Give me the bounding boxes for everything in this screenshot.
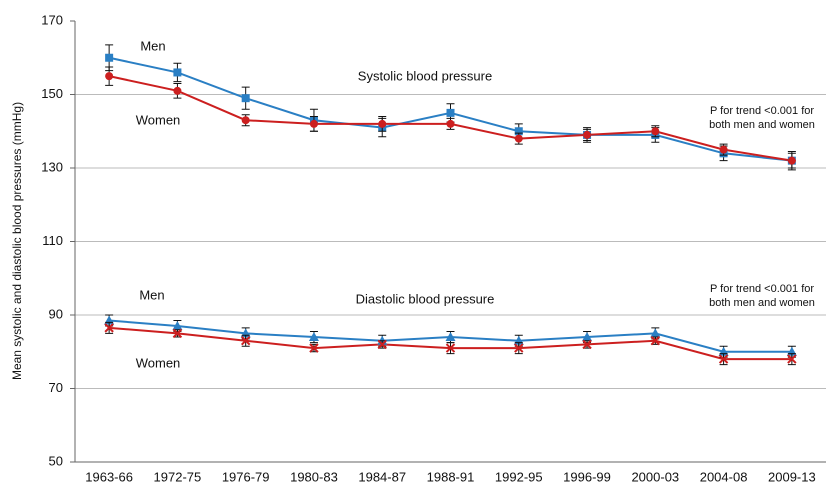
- annotation: Systolic blood pressure: [358, 68, 492, 83]
- marker: [445, 343, 456, 353]
- marker: [582, 332, 593, 342]
- y-tick-label: 70: [49, 380, 63, 395]
- x-tick-label: 2009-13: [768, 469, 816, 484]
- marker: [309, 343, 319, 353]
- marker: [718, 354, 729, 364]
- marker: [241, 94, 250, 103]
- marker: [172, 321, 183, 331]
- marker: [173, 86, 182, 95]
- y-axis-label: Mean systolic and diastolic blood pressu…: [10, 102, 24, 380]
- series-label: Men: [140, 38, 165, 53]
- y-tick-label: 50: [49, 453, 63, 468]
- x-tick-label: 2004-08: [700, 469, 748, 484]
- marker: [651, 127, 660, 136]
- y-tick-label: 170: [41, 12, 63, 27]
- marker: [787, 156, 796, 165]
- x-tick-label: 1996-99: [563, 469, 611, 484]
- series-label: Women: [136, 355, 181, 370]
- marker: [309, 119, 318, 128]
- marker: [514, 134, 523, 143]
- marker: [105, 72, 114, 81]
- marker: [241, 116, 250, 125]
- marker: [445, 332, 456, 342]
- marker: [514, 343, 524, 353]
- annotation: Diastolic blood pressure: [356, 291, 495, 306]
- y-tick-label: 90: [49, 306, 63, 321]
- marker: [173, 68, 182, 77]
- annotation: both men and women: [709, 119, 815, 131]
- y-tick-label: 110: [42, 233, 63, 248]
- marker: [308, 332, 319, 342]
- marker: [787, 354, 797, 364]
- series-label: Women: [136, 112, 181, 127]
- x-tick-label: 1976-79: [222, 469, 270, 484]
- x-tick-label: 1972-75: [154, 469, 202, 484]
- x-tick-label: 1980-83: [290, 469, 338, 484]
- marker: [240, 336, 251, 346]
- marker: [104, 323, 114, 333]
- marker: [446, 119, 455, 128]
- marker: [582, 339, 592, 350]
- x-tick-label: 1988-91: [427, 469, 475, 484]
- annotation: P for trend <0.001 for: [710, 283, 814, 295]
- marker: [377, 339, 387, 350]
- marker: [650, 328, 661, 338]
- x-tick-label: 2000-03: [631, 469, 679, 484]
- marker: [650, 336, 661, 346]
- marker: [719, 145, 728, 154]
- y-tick-label: 150: [41, 86, 63, 101]
- marker: [105, 53, 114, 62]
- x-tick-label: 1963-66: [85, 469, 133, 484]
- marker: [514, 127, 523, 136]
- y-tick-label: 130: [41, 159, 63, 174]
- x-tick-label: 1992-95: [495, 469, 543, 484]
- marker: [172, 328, 183, 339]
- series-label: Men: [139, 287, 164, 302]
- annotation: P for trend <0.001 for: [710, 105, 814, 117]
- marker: [446, 108, 455, 117]
- x-tick-label: 1984-87: [358, 469, 406, 484]
- marker: [583, 130, 592, 139]
- annotation: both men and women: [709, 297, 815, 309]
- marker: [378, 119, 387, 128]
